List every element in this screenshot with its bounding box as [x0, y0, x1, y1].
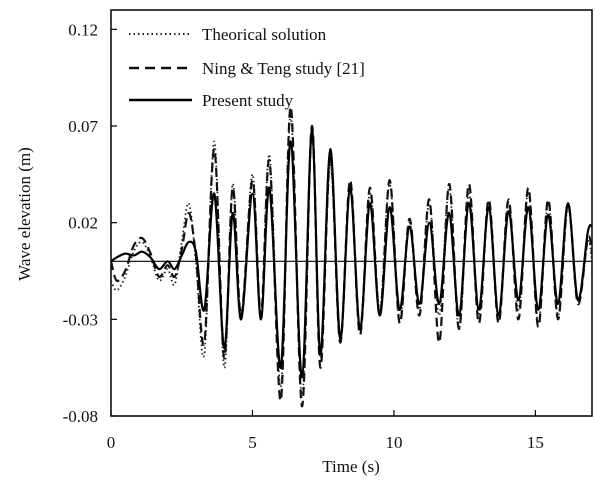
y-tick-label: 0.07	[68, 117, 98, 136]
series-line-theorical	[111, 115, 592, 398]
plot-area-frame	[110, 9, 593, 417]
x-tick-label: 5	[248, 433, 257, 452]
x-axis-ticks: 0 5 10 15	[107, 410, 544, 452]
y-tick-label: -0.08	[63, 407, 98, 426]
y-tick-label: 0.02	[68, 214, 98, 233]
y-tick-label: 0.12	[68, 20, 98, 39]
legend-label-present: Present study	[202, 91, 294, 110]
x-tick-label: 0	[107, 433, 116, 452]
series-layer	[111, 105, 592, 408]
x-tick-label: 15	[527, 433, 544, 452]
x-tick-label: 10	[385, 433, 402, 452]
y-axis-ticks: -0.08 -0.03 0.02 0.07 0.12	[63, 20, 117, 426]
series-line-ning-teng	[111, 105, 592, 408]
y-axis-title: Wave elevation (m)	[15, 147, 34, 281]
series-line-present	[111, 128, 592, 379]
legend-label-ning-teng: Ning & Teng study [21]	[202, 59, 365, 78]
x-axis-title: Time (s)	[322, 457, 379, 476]
legend-label-theorical: Theorical solution	[202, 25, 327, 44]
y-tick-label: -0.03	[63, 310, 98, 329]
legend: Theorical solution Ning & Teng study [21…	[129, 25, 365, 110]
